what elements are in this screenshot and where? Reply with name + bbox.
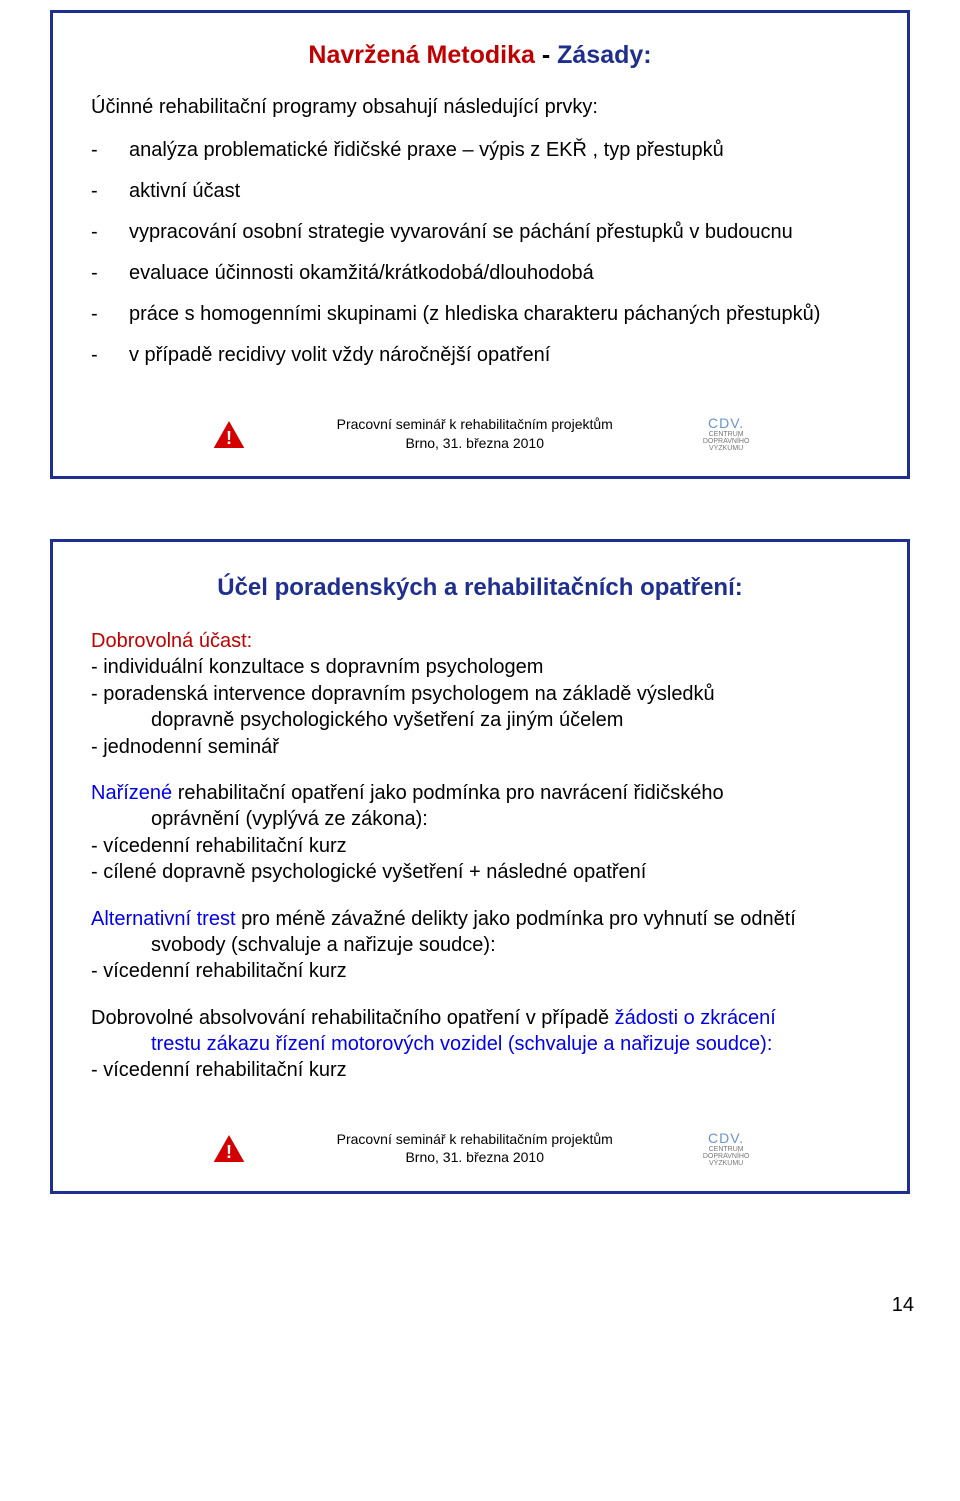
bullet-text: evaluace účinnosti okamžitá/krátkodobá/d… — [129, 260, 869, 287]
slide-2: Účel poradenských a rehabilitačních opat… — [50, 539, 910, 1194]
bullet-row: - vypracování osobní strategie vyvarován… — [91, 219, 869, 246]
block-voluntary: Dobrovolná účast: - individuální konzult… — [91, 628, 869, 760]
footer-line1: Pracovní seminář k rehabilitačním projek… — [337, 1130, 613, 1148]
cdv-sub2: DOPRAVNÍHO — [703, 1153, 750, 1160]
bullet-dash: - — [91, 260, 129, 287]
footer-text: Pracovní seminář k rehabilitačním projek… — [337, 1130, 613, 1166]
footer-line1: Pracovní seminář k rehabilitačním projek… — [337, 415, 613, 433]
bullet-dash: - — [91, 301, 129, 328]
slide-1: Navržená Metodika - Zásady: Účinné rehab… — [50, 10, 910, 479]
b1-l2: - individuální konzultace s dopravním ps… — [91, 656, 543, 678]
cdv-logo-text: CDV. — [703, 415, 750, 431]
b2-l1i: oprávnění (vyplývá ze zákona): — [91, 806, 869, 832]
b2-l3: - cílené dopravně psychologické vyšetřen… — [91, 861, 646, 883]
b4-head-b: žádosti o zkrácení — [615, 1007, 776, 1029]
page-number: 14 — [0, 1294, 960, 1317]
bullet-dash: - — [91, 219, 129, 246]
slide2-title: Účel poradenských a rehabilitačních opat… — [91, 574, 869, 602]
bullet-dash: - — [91, 137, 129, 164]
b3-l2: - vícedenní rehabilitační kurz — [91, 960, 347, 982]
bullet-dash: - — [91, 178, 129, 205]
slide1-bullets: - analýza problematické řidičské praxe –… — [91, 137, 869, 369]
warning-triangle-icon: ! — [211, 1132, 247, 1164]
b1-l3: - poradenská intervence dopravním psycho… — [91, 683, 715, 705]
b2-head-b: rehabilitační opatření jako podmínka pro… — [178, 782, 724, 804]
cdv-logo-text: CDV. — [703, 1130, 750, 1146]
bullet-row: - práce s homogenními skupinami (z hledi… — [91, 301, 869, 328]
footer-text: Pracovní seminář k rehabilitačním projek… — [337, 415, 613, 451]
b2-l2: - vícedenní rehabilitační kurz — [91, 835, 347, 857]
block-mandated: Nařízené rehabilitační opatření jako pod… — [91, 780, 869, 886]
bullet-row: - v případě recidivy volit vždy náročněj… — [91, 342, 869, 369]
title-part-red: Navržená Metodika — [308, 41, 541, 69]
cdv-sub2: DOPRAVNÍHO — [703, 438, 750, 445]
slide1-title: Navržená Metodika - Zásady: — [91, 41, 869, 70]
bullet-text: vypracování osobní strategie vyvarování … — [129, 219, 869, 246]
cdv-sub3: VÝZKUMU — [703, 445, 750, 452]
bullet-text: práce s homogenními skupinami (z hledisk… — [129, 301, 869, 328]
b4-l1i: trestu zákazu řízení motorových vozidel … — [91, 1031, 869, 1057]
cdv-sub3: VÝZKUMU — [703, 1160, 750, 1167]
cdv-logo: CDV. CENTRUM DOPRAVNÍHO VÝZKUMU — [703, 415, 750, 452]
bullet-text: v případě recidivy volit vždy náročnější… — [129, 342, 869, 369]
slide1-footer: ! Pracovní seminář k rehabilitačním proj… — [91, 415, 869, 452]
bullet-row: - evaluace účinnosti okamžitá/krátkodobá… — [91, 260, 869, 287]
b1-head: Dobrovolná účast: — [91, 630, 252, 652]
b1-l4: - jednodenní seminář — [91, 736, 279, 758]
footer-line2: Brno, 31. března 2010 — [337, 1148, 613, 1166]
cdv-logo: CDV. CENTRUM DOPRAVNÍHO VÝZKUMU — [703, 1130, 750, 1167]
block-voluntary-completion: Dobrovolné absolvování rehabilitačního o… — [91, 1005, 869, 1084]
bullet-text: aktivní účast — [129, 178, 869, 205]
block-alternative: Alternativní trest pro méně závažné deli… — [91, 906, 869, 985]
bullet-dash: - — [91, 342, 129, 369]
cdv-sub1: CENTRUM — [703, 431, 750, 438]
slide2-footer: ! Pracovní seminář k rehabilitačním proj… — [91, 1130, 869, 1167]
b3-head-b: pro méně závažné delikty jako podmínka p… — [241, 908, 796, 930]
slide1-intro: Účinné rehabilitační programy obsahují n… — [91, 96, 869, 119]
b4-l2: - vícedenní rehabilitační kurz — [91, 1059, 347, 1081]
bullet-row: - aktivní účast — [91, 178, 869, 205]
bullet-row: - analýza problematické řidičské praxe –… — [91, 137, 869, 164]
cdv-sub1: CENTRUM — [703, 1146, 750, 1153]
warning-triangle-icon: ! — [211, 418, 247, 450]
title-dash: - — [542, 41, 557, 69]
b4-head-a: Dobrovolné absolvování rehabilitačního o… — [91, 1007, 615, 1029]
title-part-navy: Zásady: — [557, 41, 651, 69]
b3-head-a: Alternativní trest — [91, 908, 241, 930]
bullet-text: analýza problematické řidičské praxe – v… — [129, 137, 869, 164]
svg-text:!: ! — [226, 1142, 232, 1162]
b1-l3i: dopravně psychologického vyšetření za ji… — [91, 707, 869, 733]
footer-line2: Brno, 31. března 2010 — [337, 434, 613, 452]
svg-text:!: ! — [226, 428, 232, 448]
b3-l1i: svobody (schvaluje a nařizuje soudce): — [91, 932, 869, 958]
b2-head-a: Nařízené — [91, 782, 178, 804]
